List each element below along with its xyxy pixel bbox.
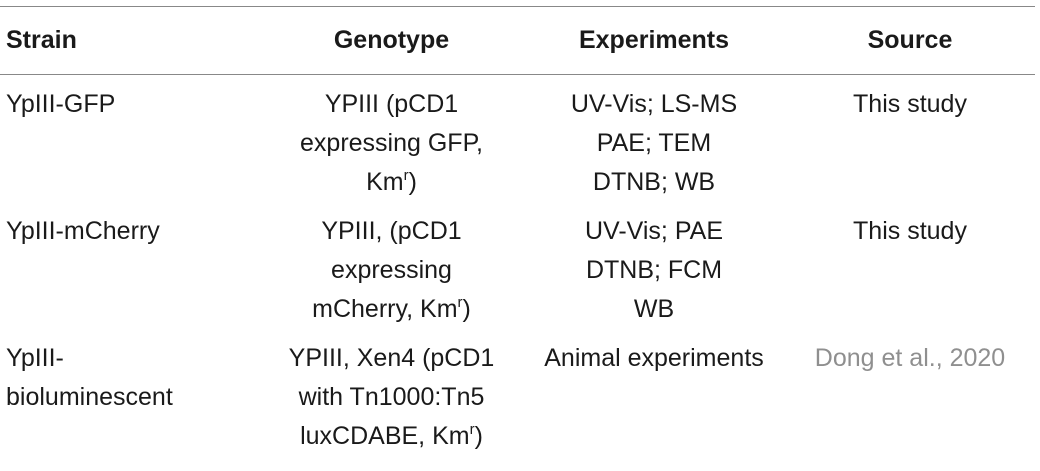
citation-link[interactable]: Dong et al., 2020 — [814, 344, 1006, 372]
experiments-line: UV-Vis; PAE — [584, 217, 723, 245]
resistance-superscript: r — [403, 166, 409, 184]
strains-table: Strain Genotype Experiments Source YpIII… — [0, 6, 1035, 460]
strain-line: YpIII-GFP — [6, 90, 116, 118]
experiments-cell: Animal experiments — [523, 333, 785, 460]
experiments-cell: UV-Vis; PAE DTNB; FCM WB — [523, 206, 785, 333]
experiments-cell: UV-Vis; LS-MS PAE; TEM DTNB; WB — [523, 75, 785, 207]
strain-cell: YpIII-mCherry — [0, 206, 260, 333]
genotype-line: YPIII (pCD1 — [324, 90, 459, 118]
genotype-line: luxCDABE, Kmr) — [266, 417, 517, 456]
genotype-line: expressing GFP, — [300, 129, 483, 157]
genotype-line: mCherry, Kmr) — [266, 290, 517, 329]
table-row: YpIII-mCherry YPIII, (pCD1 expressing mC… — [0, 206, 1035, 333]
source-cell: This study — [785, 206, 1035, 333]
source-cell: This study — [785, 75, 1035, 207]
header-experiments: Experiments — [578, 26, 730, 54]
resistance-superscript: r — [469, 420, 475, 438]
genotype-suffix: ) — [408, 168, 417, 196]
source-text: This study — [853, 217, 967, 245]
genotype-line: with Tn1000:Tn5 — [298, 383, 485, 411]
strain-line: YpIII- — [6, 344, 64, 372]
genotype-line: Kmr) — [266, 163, 517, 202]
header-strain: Strain — [6, 26, 77, 54]
experiments-line: DTNB; FCM — [585, 256, 723, 284]
genotype-cell: YPIII (pCD1 expressing GFP, Kmr) — [260, 75, 523, 207]
genotype-line: YPIII, Xen4 (pCD1 — [288, 344, 495, 372]
table-row: YpIII-GFP YPIII (pCD1 expressing GFP, Km… — [0, 75, 1035, 207]
genotype-text: luxCDABE, Km — [300, 422, 470, 450]
genotype-line: YPIII, (pCD1 — [321, 217, 462, 245]
genotype-suffix: ) — [474, 422, 483, 450]
table-row: YpIII- bioluminescent YPIII, Xen4 (pCD1 … — [0, 333, 1035, 460]
experiments-line: DTNB; WB — [592, 168, 716, 196]
strain-line: bioluminescent — [6, 383, 173, 411]
resistance-superscript: r — [457, 293, 463, 311]
header-genotype: Genotype — [333, 26, 450, 54]
header-source: Source — [867, 26, 953, 54]
strain-cell: YpIII-GFP — [0, 75, 260, 207]
genotype-text: Km — [366, 168, 404, 196]
genotype-cell: YPIII, Xen4 (pCD1 with Tn1000:Tn5 luxCDA… — [260, 333, 523, 460]
strain-line: YpIII-mCherry — [6, 217, 160, 245]
experiments-line: Animal experiments — [544, 344, 764, 372]
experiments-line: WB — [633, 295, 675, 323]
genotype-suffix: ) — [462, 295, 471, 323]
experiments-line: PAE; TEM — [596, 129, 712, 157]
source-cell: Dong et al., 2020 — [785, 333, 1035, 460]
genotype-cell: YPIII, (pCD1 expressing mCherry, Kmr) — [260, 206, 523, 333]
strain-cell: YpIII- bioluminescent — [0, 333, 260, 460]
genotype-line: expressing — [331, 256, 452, 284]
experiments-line: UV-Vis; LS-MS — [570, 90, 738, 118]
genotype-text: mCherry, Km — [312, 295, 458, 323]
source-text: This study — [853, 90, 967, 118]
table-header-row: Strain Genotype Experiments Source — [0, 6, 1035, 75]
